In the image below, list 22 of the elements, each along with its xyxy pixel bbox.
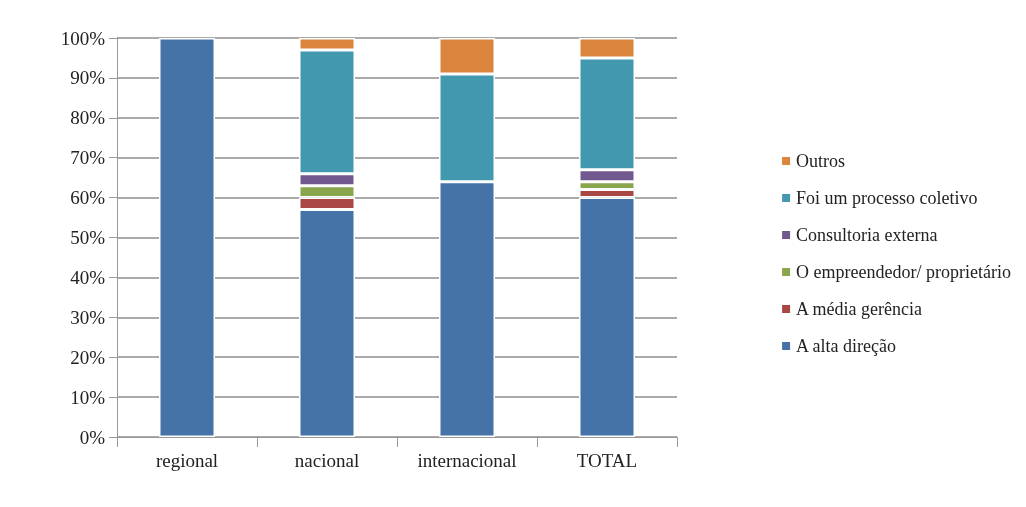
y-tick-label: 80% [70, 107, 106, 129]
y-tick-label: 0% [79, 426, 106, 448]
legend-label: A média gerência [796, 299, 923, 319]
x-tick-label: regional [155, 450, 219, 471]
x-tick-label: nacional [294, 450, 360, 471]
y-tick-label: 70% [70, 147, 106, 169]
legend-label: Consultoria externa [796, 225, 938, 245]
y-tick-label: 40% [70, 266, 106, 288]
x-tick-label: TOTAL [576, 450, 638, 471]
bar [159, 38, 215, 437]
y-tick-label: 90% [70, 67, 106, 89]
y-tick-label: 50% [70, 227, 106, 248]
y-tick-label: 30% [70, 306, 106, 328]
y-tick-label: 10% [70, 386, 106, 408]
legend-label: Outros [796, 151, 846, 171]
y-tick-label: 20% [70, 346, 106, 368]
y-tick-label: 100% [60, 27, 106, 49]
x-tick-label: internacional [417, 450, 517, 471]
y-tick-label: 60% [70, 187, 106, 209]
legend-label: A alta direção [796, 336, 897, 356]
legend-label: Foi um processo coletivo [796, 188, 978, 208]
legend-label: O empreendedor/ proprietário [796, 262, 1012, 282]
